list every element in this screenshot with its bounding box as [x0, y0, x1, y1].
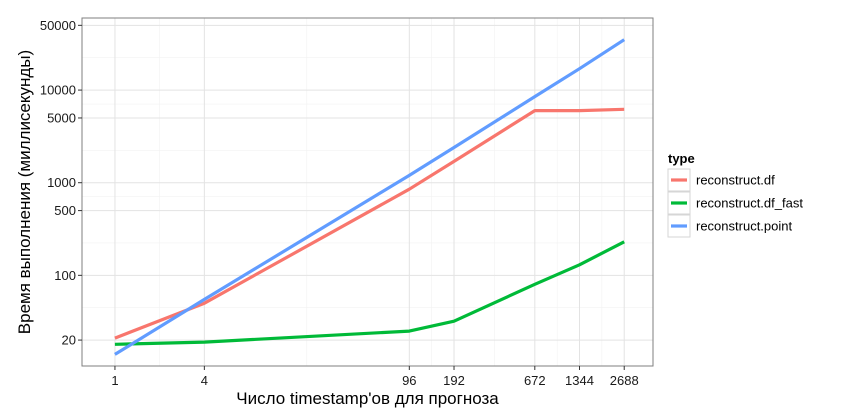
grid-major — [82, 18, 653, 366]
series-lines — [114, 38, 626, 356]
x-tick-label: 2688 — [610, 373, 639, 388]
grid-minor — [82, 18, 653, 366]
y-tick-label: 10000 — [40, 83, 76, 98]
legend-item-label: reconstruct.df_fast — [696, 196, 803, 211]
series-line-reconstruct-df-fast — [114, 240, 625, 346]
panel-border — [81, 17, 654, 367]
x-tick-label: 4 — [201, 373, 208, 388]
legend-item-label: reconstruct.df — [696, 173, 775, 188]
y-tick-label: 500 — [54, 203, 76, 218]
x-tick-label: 192 — [443, 373, 465, 388]
legend-item-label: reconstruct.point — [696, 219, 792, 234]
y-tick-label: 5000 — [47, 110, 76, 125]
x-tick-label: 1344 — [565, 373, 594, 388]
y-tick-label: 50000 — [40, 18, 76, 33]
x-tick-label: 96 — [402, 373, 416, 388]
legend-title: type — [668, 151, 695, 166]
x-axis-title: Число timestamp'ов для прогноза — [236, 389, 499, 408]
y-tick-label: 100 — [54, 268, 76, 283]
legend: type reconstruct.df reconstruct.df_fastre… — [667, 151, 803, 238]
x-tick-label: 672 — [524, 373, 546, 388]
series-line-reconstruct-point — [114, 38, 626, 356]
series-line-reconstruct-df — [114, 107, 625, 340]
y-axis-title: Время выполнения (миллисекунды) — [15, 50, 34, 334]
y-axis-ticks: 20 100 500 1000 5000 10000 50000 — [40, 18, 82, 348]
x-tick-label: 1 — [111, 373, 118, 388]
y-tick-label: 20 — [62, 333, 76, 348]
x-axis-ticks: 1 4 96 192 672 1344 2688 — [111, 366, 639, 388]
y-tick-label: 1000 — [47, 175, 76, 190]
